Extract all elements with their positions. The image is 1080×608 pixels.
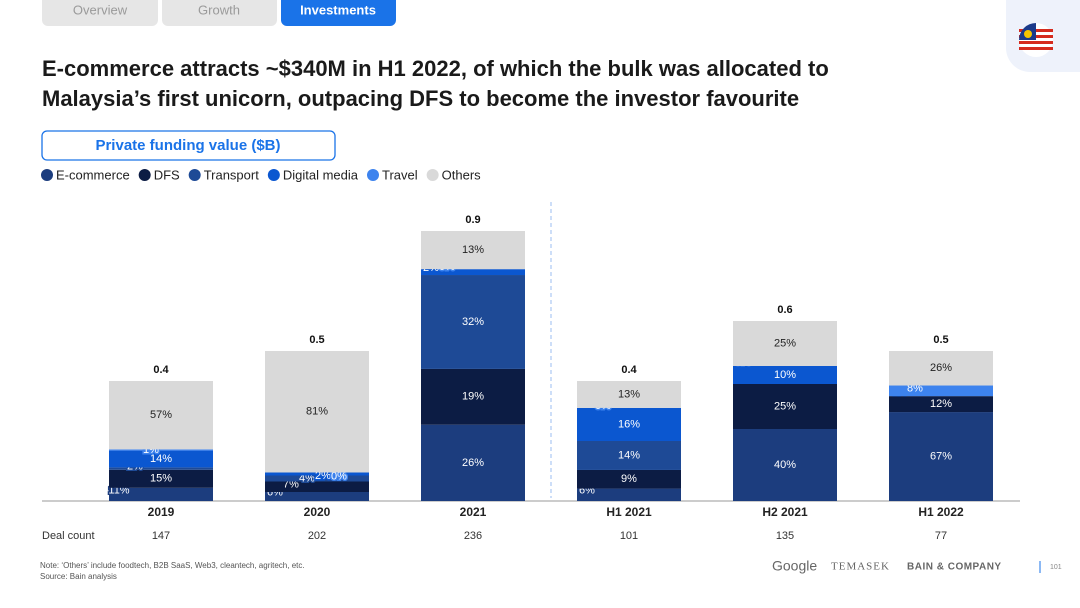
x-tick-label: H1 2021 [606,505,652,519]
bar-segment [265,351,369,473]
legend-swatch [188,169,201,181]
bar-segment [577,488,681,501]
bar-segment [733,366,837,384]
data-label: 0% [331,470,347,482]
x-tick-label: H2 2021 [762,505,808,519]
deal-count: 101 [620,530,638,542]
total-label: 0.4 [153,364,169,376]
bar-segment [889,396,993,413]
bar-segment [421,368,525,425]
logo: Google [772,558,817,574]
data-label: 9% [621,473,637,485]
legend-swatch [426,169,439,181]
legend-swatch [367,169,379,181]
data-label: 16% [618,418,640,430]
source: Source: Bain analysis [40,572,117,581]
bar-segment [889,351,993,386]
bar-segment [109,450,213,468]
bar-segment [421,424,525,501]
tab-label[interactable]: Overview [73,2,128,17]
bar-segment [733,321,837,366]
deal-count: 135 [776,530,794,542]
data-label: 14% [150,453,172,465]
data-label: 15% [150,473,172,485]
bar-segment [109,381,213,450]
deal-count: 202 [308,530,326,542]
legend-label: DFS [154,167,180,182]
data-label: 26% [462,457,484,469]
chart-subtitle: Private funding value ($B) [95,137,280,154]
bar-segment [733,384,837,429]
data-label: 26% [930,362,952,374]
x-tick-label: 2021 [460,505,487,519]
legend-label: E-commerce [56,167,130,182]
bar-segment [109,469,213,488]
data-label: 12% [930,398,952,410]
data-label: 67% [930,450,952,462]
bar-segment [889,385,993,397]
x-tick-label: 2020 [304,505,331,519]
tab-label[interactable]: Investments [300,2,376,17]
bar-segment [889,412,993,501]
bar-segment [265,475,369,482]
deal-count-label: Deal count [42,530,95,542]
bar-segment [109,467,213,470]
bar-segment [577,381,681,408]
bar-segment [733,429,837,501]
x-tick-label: 2019 [148,505,175,519]
legend-label: Digital media [283,167,359,182]
deal-count: 77 [935,530,947,542]
total-label: 0.9 [465,214,480,226]
bar-segment [421,275,525,369]
bar-segment [265,492,369,501]
bar-segment [109,487,213,501]
data-label: 81% [306,406,328,418]
deal-count: 147 [152,530,170,542]
bar-segment [421,231,525,270]
page-number: 101 [1050,564,1062,571]
legend-label: Transport [204,167,260,182]
logo: BAIN & COMPANY [907,562,1002,573]
bar-segment [109,449,213,451]
bar-segment [265,472,369,476]
data-label: 57% [150,409,172,421]
data-label: 40% [774,459,796,471]
logo: TEMASEK [831,561,890,573]
bar-segment [265,481,369,492]
data-label: 14% [618,449,640,461]
total-label: 0.4 [621,364,637,376]
data-label: 25% [774,400,796,412]
tab[interactable] [42,0,158,26]
data-label: 13% [618,388,640,400]
legend-swatch [41,169,53,181]
bar-segment [421,269,525,276]
bar-segment [577,407,681,441]
total-label: 0.5 [309,334,324,346]
chart-title: E-commerce attracts ~$340M in H1 2022, o… [42,56,829,111]
data-label: 13% [462,244,484,256]
subtitle-box [41,130,336,161]
flag-icon [1019,23,1053,57]
data-label: 25% [774,337,796,349]
tab[interactable] [281,0,396,26]
legend-swatch [267,169,280,181]
legend-label: Others [442,167,482,182]
legend-swatch [138,169,151,181]
tab[interactable] [162,0,277,26]
deal-count: 236 [464,530,482,542]
x-tick-label: H1 2022 [918,505,964,519]
data-label: 19% [462,391,484,403]
bar-segment [577,469,681,489]
note: Note: ‘Others’ include foodtech, B2B Saa… [40,561,305,570]
total-label: 0.6 [777,304,792,316]
data-label: 10% [774,369,796,381]
tab-label[interactable]: Growth [198,2,240,17]
total-label: 0.5 [933,334,948,346]
legend-label: Travel [382,167,418,182]
bar-segment [577,441,681,470]
data-label: 32% [462,316,484,328]
